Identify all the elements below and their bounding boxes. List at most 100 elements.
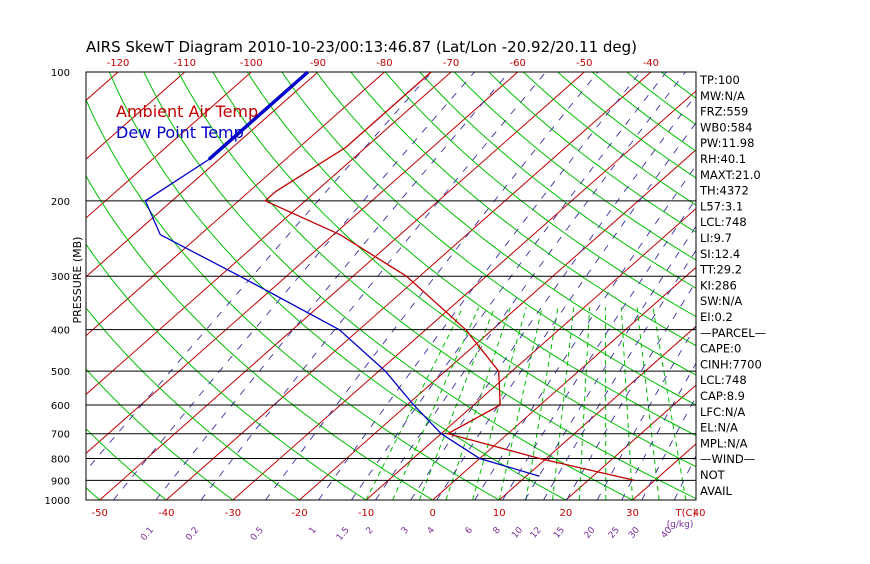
pressure-tick-label: 400 <box>51 326 70 337</box>
chart-title: AIRS SkewT Diagram 2010-10-23/00:13:46.8… <box>86 38 637 56</box>
top-temperature-tick-label: -80 <box>376 58 392 69</box>
mixing-ratio-tick-label: 6 <box>464 525 476 536</box>
dry-adiabat-line <box>454 72 870 500</box>
bottom-temperature-tick-label: 20 <box>560 508 573 519</box>
mixing-ratio-tick-label: 0.2 <box>184 526 201 543</box>
stat-line: KI:286 <box>700 278 737 292</box>
stat-line: NOT <box>700 468 726 482</box>
dry-adiabat-line <box>351 72 870 500</box>
stat-line: FRZ:559 <box>700 105 748 119</box>
mixing-ratio-tick-label: 10 <box>510 525 525 540</box>
mixing-ratio-tick-label: 0.5 <box>249 526 266 543</box>
dry-adiabat-line <box>0 72 100 500</box>
stat-line: MPL:N/A <box>700 436 748 450</box>
mixing-ratio-tick-label: 0.1 <box>139 526 156 543</box>
isotherm-line <box>366 72 851 500</box>
stat-line: CAPE:0 <box>700 342 741 356</box>
moist-adiabat-line <box>653 307 686 500</box>
moist-adiabat-line <box>605 307 606 500</box>
stat-line: —WIND— <box>700 452 755 466</box>
stat-line: L57:3.1 <box>700 199 743 213</box>
dry-adiabat-line <box>799 72 870 500</box>
top-temperature-tick-label: -90 <box>310 58 326 69</box>
mixing-ratio-tick-label: 1 <box>308 526 319 537</box>
stat-line: —PARCEL— <box>700 326 766 340</box>
mixing-ratio-tick-label: 30 <box>627 525 642 540</box>
moist-adiabat-line <box>579 307 589 500</box>
dry-adiabat-line <box>213 72 766 500</box>
dry-adiabat-line <box>0 72 33 500</box>
pressure-tick-label: 700 <box>51 430 70 441</box>
bottom-temperature-tick-label: -30 <box>225 508 241 519</box>
dry-adiabat-line <box>834 72 870 500</box>
legend: Ambient Air Temp Dew Point Temp <box>116 102 258 142</box>
pressure-tick-label: 500 <box>51 367 70 378</box>
bottom-temperature-tick-label: 10 <box>493 508 506 519</box>
stat-line: MAXT:21.0 <box>700 168 761 182</box>
y-axis-label: PRESSURE (MB) <box>71 237 84 324</box>
stat-line: LFC:N/A <box>700 405 745 419</box>
bottom-temperature-tick-label: -20 <box>291 508 307 519</box>
mixing-ratio-line <box>201 72 546 500</box>
stat-line: LCL:748 <box>700 215 747 229</box>
legend-entry-dew-point-temp: Dew Point Temp <box>116 123 244 142</box>
mixing-ratio-tick-label: 15 <box>552 526 567 541</box>
legend-entry-ambient-air-temp: Ambient Air Temp <box>116 102 258 121</box>
stat-line: AVAIL <box>700 484 733 498</box>
stat-line: CAP:8.9 <box>700 389 745 403</box>
dry-adiabat-line <box>489 72 870 500</box>
stat-line: EI:0.2 <box>700 310 733 324</box>
dry-adiabat-line <box>316 72 870 500</box>
moist-adiabat-line <box>473 307 527 500</box>
isotherm-line <box>0 72 52 500</box>
mixing-ratio-unit-label: (g/kg) <box>667 520 694 530</box>
pressure-tick-label: 200 <box>51 197 70 208</box>
pressure-tick-label: 800 <box>51 455 70 466</box>
mixing-ratio-line <box>437 72 734 500</box>
mixing-ratio-tick-label: 8 <box>492 525 504 536</box>
mixing-ratio-tick-label: 4 <box>426 525 438 536</box>
stat-line: TH:4372 <box>699 184 749 198</box>
top-temperature-tick-label: -70 <box>443 58 459 69</box>
top-temperature-tick-label: -120 <box>107 58 130 69</box>
mixing-ratio-line <box>319 72 641 500</box>
mixing-ratio-line <box>351 72 666 500</box>
mixing-ratio-tick-label: 12 <box>529 526 544 541</box>
stat-line: PW:11.98 <box>700 136 754 150</box>
stat-line: TT:29.2 <box>699 263 742 277</box>
mixing-ratio-tick-label: 25 <box>607 526 622 541</box>
stat-line: CINH:7700 <box>700 357 762 371</box>
stat-line: SI:12.4 <box>700 247 740 261</box>
bottom-temperature-unit-label: T(C) <box>675 508 697 519</box>
top-temperature-tick-label: -50 <box>576 58 592 69</box>
top-temperature-tick-label: -100 <box>240 58 263 69</box>
isotherm-line <box>766 72 870 500</box>
isotherm-line <box>499 72 870 500</box>
mixing-ratio-tick-label: 3 <box>400 526 411 537</box>
top-temperature-tick-label: -40 <box>643 58 659 69</box>
moist-adiabat-line <box>553 307 574 500</box>
bottom-temperature-tick-label: -40 <box>158 508 174 519</box>
bottom-temperature-tick-label: 30 <box>626 508 639 519</box>
pressure-tick-label: 600 <box>51 401 70 412</box>
bottom-temperature-tick-label: -50 <box>92 508 108 519</box>
stat-line: WB0:584 <box>700 120 752 134</box>
mixing-ratio-tick-label: 2 <box>364 526 375 537</box>
pressure-tick-label: 300 <box>51 272 70 283</box>
stat-line: RH:40.1 <box>700 152 746 166</box>
pressure-tick-label: 100 <box>51 68 70 79</box>
mixing-ratio-line <box>544 72 817 500</box>
pressure-tick-label: 1000 <box>45 496 70 507</box>
moist-adiabat-line <box>366 307 463 500</box>
stat-line: SW:N/A <box>700 294 742 308</box>
top-temperature-tick-label: -110 <box>173 58 196 69</box>
dry-adiabat-line <box>765 72 870 500</box>
bottom-temperature-tick-label: -10 <box>358 508 374 519</box>
stat-line: MW:N/A <box>700 89 745 103</box>
mixing-ratio-tick-label: 1.5 <box>335 526 352 543</box>
mixing-ratio-line <box>525 72 802 500</box>
stat-line: TP:100 <box>699 73 740 87</box>
